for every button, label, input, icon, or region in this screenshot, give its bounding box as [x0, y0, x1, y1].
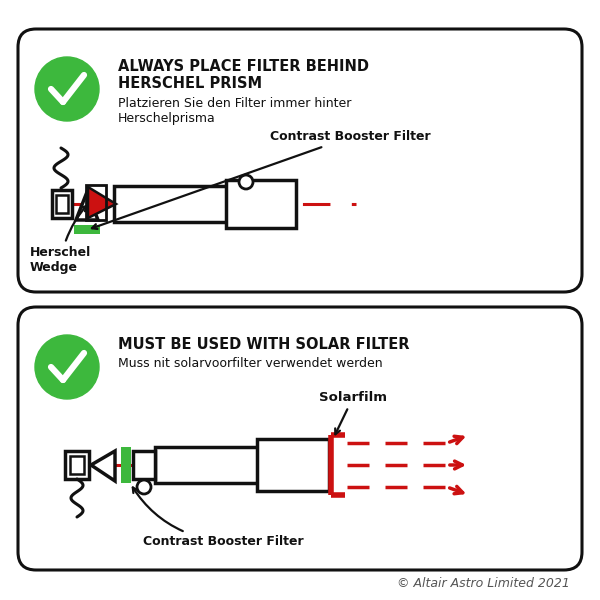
Circle shape [239, 175, 253, 189]
Bar [133, 451, 155, 479]
Circle shape [35, 57, 99, 121]
FancyBboxPatch shape [18, 307, 582, 570]
Bar [86, 185, 106, 220]
Text: Muss nit solarvoorfilter verwendet werden: Muss nit solarvoorfilter verwendet werde… [118, 357, 383, 370]
Bar [65, 451, 89, 479]
Bar [226, 180, 296, 228]
Bar [74, 225, 100, 234]
Bar [56, 195, 68, 213]
Text: Herschelprisma: Herschelprisma [118, 112, 216, 125]
Text: © Altair Astro Limited 2021: © Altair Astro Limited 2021 [397, 577, 570, 590]
Bar [114, 186, 234, 222]
Bar [52, 190, 72, 218]
Text: Herschel
Wedge: Herschel Wedge [30, 206, 91, 274]
Text: Contrast Booster Filter: Contrast Booster Filter [133, 487, 304, 548]
Bar [155, 447, 265, 483]
Text: Contrast Booster Filter: Contrast Booster Filter [92, 130, 431, 229]
Polygon shape [76, 192, 98, 220]
Text: MUST BE USED WITH SOLAR FILTER: MUST BE USED WITH SOLAR FILTER [118, 337, 409, 352]
Polygon shape [88, 187, 116, 218]
Text: ALWAYS PLACE FILTER BEHIND: ALWAYS PLACE FILTER BEHIND [118, 59, 369, 74]
FancyBboxPatch shape [18, 29, 582, 292]
Polygon shape [91, 451, 115, 481]
Text: Platzieren Sie den Filter immer hinter: Platzieren Sie den Filter immer hinter [118, 97, 352, 110]
Circle shape [35, 335, 99, 399]
Text: HERSCHEL PRISM: HERSCHEL PRISM [118, 76, 262, 91]
Bar [70, 456, 84, 474]
Bar [121, 447, 131, 483]
Bar [257, 439, 329, 491]
Text: Solarfilm: Solarfilm [319, 391, 387, 434]
Circle shape [137, 480, 151, 494]
